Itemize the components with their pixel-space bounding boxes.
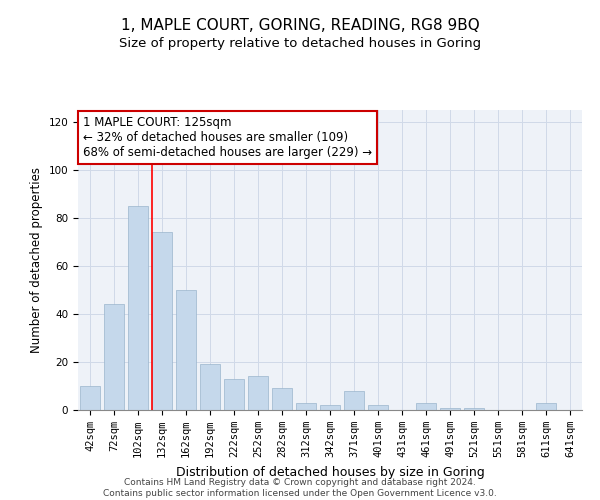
Bar [248,376,268,410]
Bar [128,206,148,410]
Bar [224,379,244,410]
Text: Size of property relative to detached houses in Goring: Size of property relative to detached ho… [119,38,481,51]
Bar [416,403,436,410]
Y-axis label: Number of detached properties: Number of detached properties [30,167,43,353]
Bar [272,388,292,410]
Bar [368,405,388,410]
Bar [344,391,364,410]
X-axis label: Distribution of detached houses by size in Goring: Distribution of detached houses by size … [176,466,484,478]
Bar [80,386,100,410]
Bar [440,408,460,410]
Bar [320,405,340,410]
Text: Contains HM Land Registry data © Crown copyright and database right 2024.
Contai: Contains HM Land Registry data © Crown c… [103,478,497,498]
Bar [536,403,556,410]
Bar [176,290,196,410]
Bar [464,408,484,410]
Text: 1 MAPLE COURT: 125sqm
← 32% of detached houses are smaller (109)
68% of semi-det: 1 MAPLE COURT: 125sqm ← 32% of detached … [83,116,372,159]
Bar [200,364,220,410]
Text: 1, MAPLE COURT, GORING, READING, RG8 9BQ: 1, MAPLE COURT, GORING, READING, RG8 9BQ [121,18,479,32]
Bar [296,403,316,410]
Bar [104,304,124,410]
Bar [152,232,172,410]
